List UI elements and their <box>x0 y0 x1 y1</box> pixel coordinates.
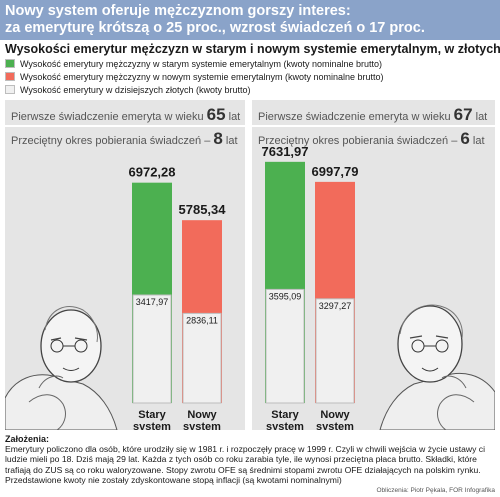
category-label: system <box>266 421 304 430</box>
legend-item-real: Wysokość emerytury w dzisiejszych złotyc… <box>5 85 250 96</box>
legend-item-old: Wysokość emerytury mężczyzny w starym sy… <box>5 59 382 70</box>
real-value-label: 3595,09 <box>269 291 302 301</box>
real-value-bar <box>315 298 355 404</box>
bar-chart: 6972,283417,97Starysystem5785,342836,11N… <box>129 144 359 430</box>
legend-label-new: Wysokość emerytury mężczyzny w nowym sys… <box>20 72 384 82</box>
elderly-man-illustration <box>379 304 495 430</box>
category-label: Nowy <box>320 409 350 421</box>
age-value: 67 <box>453 105 473 124</box>
period-value: 8 <box>213 129 223 148</box>
real-value-label: 2836,11 <box>186 315 218 325</box>
age-value: 65 <box>206 105 226 124</box>
real-value-label: 3417,97 <box>136 297 169 307</box>
notes-heading: Założenia: <box>5 434 50 444</box>
title-line-2: za emeryturę krótszą o 25 proc., wzrost … <box>5 20 425 36</box>
real-value-bar <box>132 294 172 404</box>
category-label: Nowy <box>187 409 217 421</box>
period-unit: lat <box>225 135 238 147</box>
legend-label-real: Wysokość emerytury w dzisiejszych złotyc… <box>20 85 251 95</box>
age-info-65: Pierwsze świadczenie emeryta w wieku 65 … <box>11 105 240 125</box>
category-label: Stary <box>138 409 166 421</box>
nominal-value-label: 5785,34 <box>179 202 227 217</box>
nominal-value-label: 6997,79 <box>312 164 359 179</box>
chart-subtitle: Wysokości emerytur mężczyzn w starym i n… <box>5 42 500 56</box>
period-info-6: Przeciętny okres pobierania świadczeń – … <box>258 129 485 149</box>
period-unit: lat <box>472 135 485 147</box>
title-line-1: Nowy system oferuje mężczyznom gorszy in… <box>5 3 351 19</box>
age-unit: lat <box>228 111 241 123</box>
legend-swatch-real <box>5 85 15 94</box>
real-value-bar <box>265 288 305 404</box>
category-label: system <box>183 421 221 430</box>
category-label: system <box>133 421 171 430</box>
panel-divider <box>5 125 245 127</box>
real-value-bar <box>182 312 222 404</box>
nominal-value-label: 7631,97 <box>262 144 309 159</box>
age-text: Pierwsze świadczenie emeryta w wieku <box>258 111 451 123</box>
period-value: 6 <box>460 129 470 148</box>
age-text: Pierwsze świadczenie emeryta w wieku <box>11 111 204 123</box>
legend-swatch-old <box>5 59 15 68</box>
title-banner: Nowy system oferuje mężczyznom gorszy in… <box>0 0 500 40</box>
elderly-man-illustration <box>5 306 118 430</box>
credit-line: Obliczenia: Piotr Pękala, FOR Infografik… <box>376 487 496 494</box>
period-text: Przeciętny okres pobierania świadczeń – <box>258 135 458 147</box>
category-label: Stary <box>271 409 299 421</box>
legend-swatch-new <box>5 72 15 81</box>
legend-label-old: Wysokość emerytury mężczyzny w starym sy… <box>20 59 383 69</box>
category-label: system <box>316 421 354 430</box>
nominal-value-label: 6972,28 <box>129 165 176 180</box>
assumptions-notes: Założenia: Emerytury policzono dla osób,… <box>5 434 495 485</box>
legend-item-new: Wysokość emerytury mężczyzny w nowym sys… <box>5 72 384 83</box>
real-value-label: 3297,27 <box>319 301 352 311</box>
panel-divider <box>252 125 495 127</box>
period-text: Przeciętny okres pobierania świadczeń – <box>11 135 211 147</box>
period-info-8: Przeciętny okres pobierania świadczeń – … <box>11 129 238 149</box>
age-info-67: Pierwsze świadczenie emeryta w wieku 67 … <box>258 105 487 125</box>
notes-text: Emerytury policzono dla osób, które urod… <box>5 444 486 485</box>
age-unit: lat <box>475 111 488 123</box>
